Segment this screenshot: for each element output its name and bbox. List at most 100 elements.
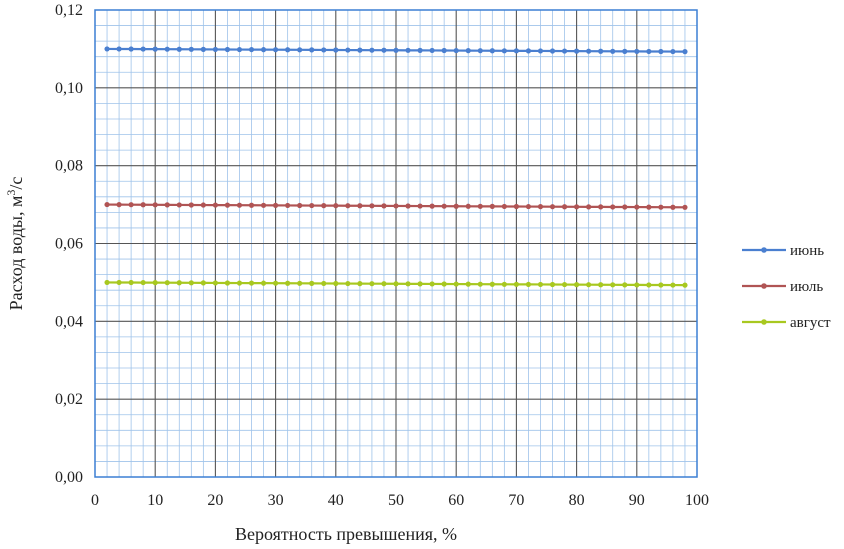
- series-2-point: [477, 203, 483, 209]
- x-tick-label: 70: [508, 492, 524, 509]
- series-3-point: [682, 282, 688, 288]
- y-tick-label: 0,10: [55, 80, 83, 97]
- series-3-point: [273, 280, 279, 286]
- series-2-point: [429, 203, 435, 209]
- series-2-point: [549, 204, 556, 210]
- series-1-point: [260, 47, 267, 53]
- series-1-point: [357, 47, 363, 53]
- series-2-point: [405, 203, 411, 209]
- series-2-point: [574, 204, 580, 210]
- series-3-point: [260, 280, 267, 286]
- series-1-point: [429, 47, 435, 54]
- series-1-point: [116, 46, 122, 52]
- series-2-point: [610, 204, 616, 210]
- series-3-point: [176, 280, 182, 286]
- series-1-point: [333, 47, 339, 53]
- series-3-point: [140, 279, 146, 286]
- series-2-point: [537, 204, 544, 210]
- series-1-point: [345, 47, 351, 53]
- x-tick-label: 100: [685, 492, 709, 509]
- y-axis-label-superscript: 3: [4, 190, 18, 196]
- series-3-point: [381, 281, 387, 287]
- series-3-point: [188, 280, 194, 286]
- x-tick-label: 90: [629, 492, 645, 509]
- x-tick-label: 20: [207, 492, 223, 509]
- series-2-point: [586, 204, 592, 210]
- series-layer: [104, 46, 688, 288]
- series-1-point: [188, 46, 194, 52]
- series-3-point: [429, 281, 435, 287]
- series-1-point: [248, 46, 255, 53]
- x-tick-label: 50: [388, 492, 404, 509]
- series-3-point: [212, 280, 218, 286]
- legend-item: июнь: [742, 243, 824, 259]
- series-2-point: [634, 204, 640, 210]
- series-3-point: [309, 280, 315, 286]
- series-2-point: [465, 203, 471, 209]
- y-tick-label: 0,02: [55, 391, 83, 408]
- series-1-point: [453, 47, 459, 54]
- y-axis-label-unit: /с: [6, 177, 26, 190]
- series-3-point: [321, 280, 327, 287]
- series-3-point: [104, 279, 110, 286]
- x-axis-ticks: 0 10 20 30 40 50 60 70 80 90 100: [91, 492, 709, 509]
- series-1-point: [176, 46, 182, 52]
- series-2-point: [345, 203, 351, 209]
- series-2-point: [369, 203, 375, 209]
- y-axis-label: Расход воды, м3/с: [4, 177, 26, 311]
- legend-label: июнь: [790, 243, 824, 259]
- series-2-point: [116, 202, 122, 208]
- series-2-point: [682, 204, 688, 210]
- y-tick-label: 0,00: [55, 469, 83, 486]
- series-3-point: [345, 280, 351, 287]
- series-3-point: [489, 281, 495, 287]
- series-2-point: [140, 202, 146, 208]
- series-2-point: [273, 202, 279, 208]
- series-2-point: [513, 203, 520, 210]
- series-1-point: [598, 48, 604, 54]
- series-2-point: [128, 202, 134, 208]
- series-1-point: [164, 46, 170, 52]
- series-1-point: [670, 48, 676, 55]
- series-1-point: [465, 48, 471, 54]
- series-1-point: [309, 47, 315, 53]
- series-2-point: [598, 204, 604, 210]
- series-1-point: [236, 46, 243, 53]
- x-tick-label: 10: [147, 492, 163, 509]
- series-3-point: [549, 281, 556, 288]
- series-2-point: [333, 203, 339, 209]
- series-2-point: [670, 204, 676, 210]
- series-2-point: [260, 202, 267, 208]
- series-2-point: [212, 202, 218, 208]
- plot-area-frame: [94, 9, 698, 478]
- series-3-point: [285, 280, 291, 286]
- series-3-point: [441, 281, 447, 287]
- series-1-point: [369, 47, 375, 53]
- series-1-point: [610, 48, 616, 54]
- series-1-point: [128, 46, 134, 52]
- series-2-point: [224, 202, 231, 208]
- series-1-point: [658, 48, 664, 55]
- series-2-point: [164, 202, 170, 208]
- series-3-point: [164, 280, 170, 286]
- series-1-point: [586, 48, 592, 54]
- series-2-point: [188, 202, 194, 208]
- x-tick-label: 0: [91, 492, 99, 509]
- series-3-point: [333, 280, 339, 287]
- x-tick-label: 60: [448, 492, 464, 509]
- series-3-point: [670, 282, 676, 288]
- series-3-point: [574, 282, 580, 288]
- series-1-point: [321, 47, 327, 53]
- y-tick-label: 0,04: [55, 313, 83, 330]
- series-1-point: [549, 48, 556, 54]
- y-axis-ticks: 0,00 0,02 0,04 0,06 0,08 0,10 0,12: [55, 2, 83, 486]
- series-1-point: [501, 48, 507, 54]
- series-1-point: [104, 46, 110, 52]
- series-1-point: [634, 48, 640, 55]
- series-1-point: [224, 46, 231, 53]
- series-1-point: [381, 47, 387, 53]
- legend-item: август: [742, 315, 831, 331]
- series-1-point: [561, 48, 568, 54]
- series-2-point: [200, 202, 206, 208]
- series-1-point: [525, 48, 532, 54]
